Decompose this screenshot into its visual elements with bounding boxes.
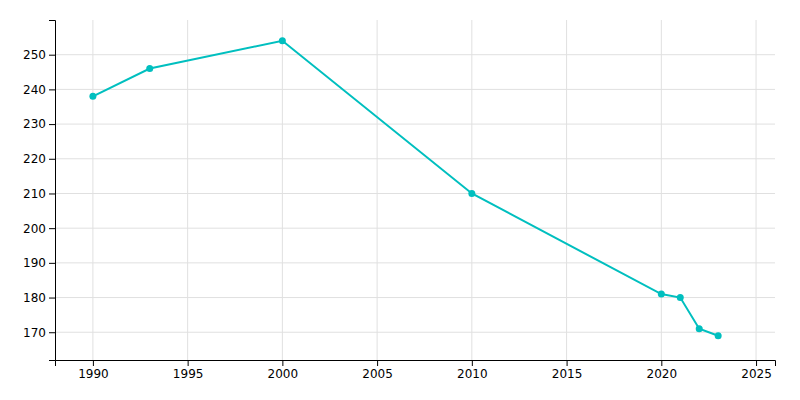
x-axis: 1990 1995 2000 2005 2010 2015 2020 2025 xyxy=(56,360,776,381)
x-grid-line xyxy=(377,20,378,360)
y-grid-line xyxy=(55,228,775,229)
y-tick-mark xyxy=(49,124,55,125)
x-tick-label: 2000 xyxy=(268,367,299,381)
x-tick-label: 2005 xyxy=(362,367,393,381)
x-tick-mark xyxy=(567,360,568,366)
y-tick-mark xyxy=(49,228,55,229)
y-grid-line xyxy=(55,158,775,159)
point xyxy=(658,291,665,298)
x-grid-line xyxy=(92,20,93,360)
x-tick: 2015 xyxy=(552,360,583,381)
y-tick-label: 230 xyxy=(23,117,46,131)
y-grid-line xyxy=(55,332,775,333)
x-tick: 1995 xyxy=(173,360,204,381)
y-grid-line xyxy=(55,262,775,263)
line xyxy=(93,41,718,336)
y-tick: 210 xyxy=(23,187,55,201)
y-grid-line xyxy=(55,124,775,125)
y-axis: 170 180 190 200 210 220 230 240 250 xyxy=(23,21,55,361)
x-tick: 2020 xyxy=(647,360,678,381)
y-tick-label: 210 xyxy=(23,187,46,201)
x-tick-mark xyxy=(661,360,662,366)
x-tick-mark xyxy=(756,360,757,366)
x-tick-label: 2020 xyxy=(647,367,678,381)
y-tick-mark xyxy=(49,332,55,333)
y-tick: 180 xyxy=(23,291,55,305)
y-tick: 250 xyxy=(23,48,55,62)
x-tick: 2010 xyxy=(457,360,488,381)
y-tick-label: 180 xyxy=(23,291,46,305)
y-tick: 240 xyxy=(23,83,55,97)
y-tick: 200 xyxy=(23,222,55,236)
y-tick-mark xyxy=(49,263,55,264)
y-grid-line xyxy=(55,193,775,194)
y-grid-line xyxy=(55,89,775,90)
y-tick-label: 200 xyxy=(23,222,46,236)
chart: 1990 1995 2000 2005 2010 2015 2020 2025 170 180 19… xyxy=(0,0,800,400)
point xyxy=(715,332,722,339)
y-grid-line xyxy=(55,297,775,298)
x-tick-label: 2025 xyxy=(741,367,772,381)
x-tick: 2000 xyxy=(268,360,299,381)
x-tick: 1990 xyxy=(78,360,109,381)
y-tick-mark xyxy=(49,298,55,299)
point xyxy=(146,65,153,72)
x-tick-label: 2010 xyxy=(457,367,488,381)
y-tick: 220 xyxy=(23,152,55,166)
y-tick-mark xyxy=(49,89,55,90)
y-tick: 230 xyxy=(23,117,55,131)
plot: 1990 1995 2000 2005 2010 2015 2020 2025 170 180 19… xyxy=(23,20,775,381)
x-tick: 2005 xyxy=(362,360,393,381)
x-tick-mark xyxy=(377,360,378,366)
y-tick: 170 xyxy=(23,326,55,340)
y-tick: 190 xyxy=(23,256,55,270)
x-grid-line xyxy=(187,20,188,360)
x-tick: 2025 xyxy=(741,360,772,381)
y-grid-line xyxy=(55,54,775,55)
x-grid-line xyxy=(756,20,757,360)
x-axis-line xyxy=(56,361,776,367)
y-tick-label: 220 xyxy=(23,152,46,166)
x-tick-mark xyxy=(282,360,283,366)
series xyxy=(89,37,721,339)
x-tick-mark xyxy=(472,360,473,366)
y-tick-mark xyxy=(49,193,55,194)
grid xyxy=(55,20,775,360)
point xyxy=(677,294,684,301)
y-tick-label: 190 xyxy=(23,256,46,270)
y-tick-label: 170 xyxy=(23,326,46,340)
x-tick-label: 1990 xyxy=(78,367,109,381)
point xyxy=(468,190,475,197)
y-tick-mark xyxy=(49,159,55,160)
y-tick-label: 240 xyxy=(23,83,46,97)
point xyxy=(279,37,286,44)
x-grid-line xyxy=(661,20,662,360)
x-grid-line xyxy=(566,20,567,360)
point xyxy=(89,93,96,100)
x-tick-label: 1995 xyxy=(173,367,204,381)
x-tick-label: 2015 xyxy=(552,367,583,381)
x-tick-mark xyxy=(188,360,189,366)
y-tick-mark xyxy=(49,55,55,56)
point xyxy=(696,325,703,332)
y-axis-line xyxy=(49,21,56,361)
x-tick-mark xyxy=(93,360,94,366)
x-grid-line xyxy=(282,20,283,360)
y-tick-label: 250 xyxy=(23,48,46,62)
